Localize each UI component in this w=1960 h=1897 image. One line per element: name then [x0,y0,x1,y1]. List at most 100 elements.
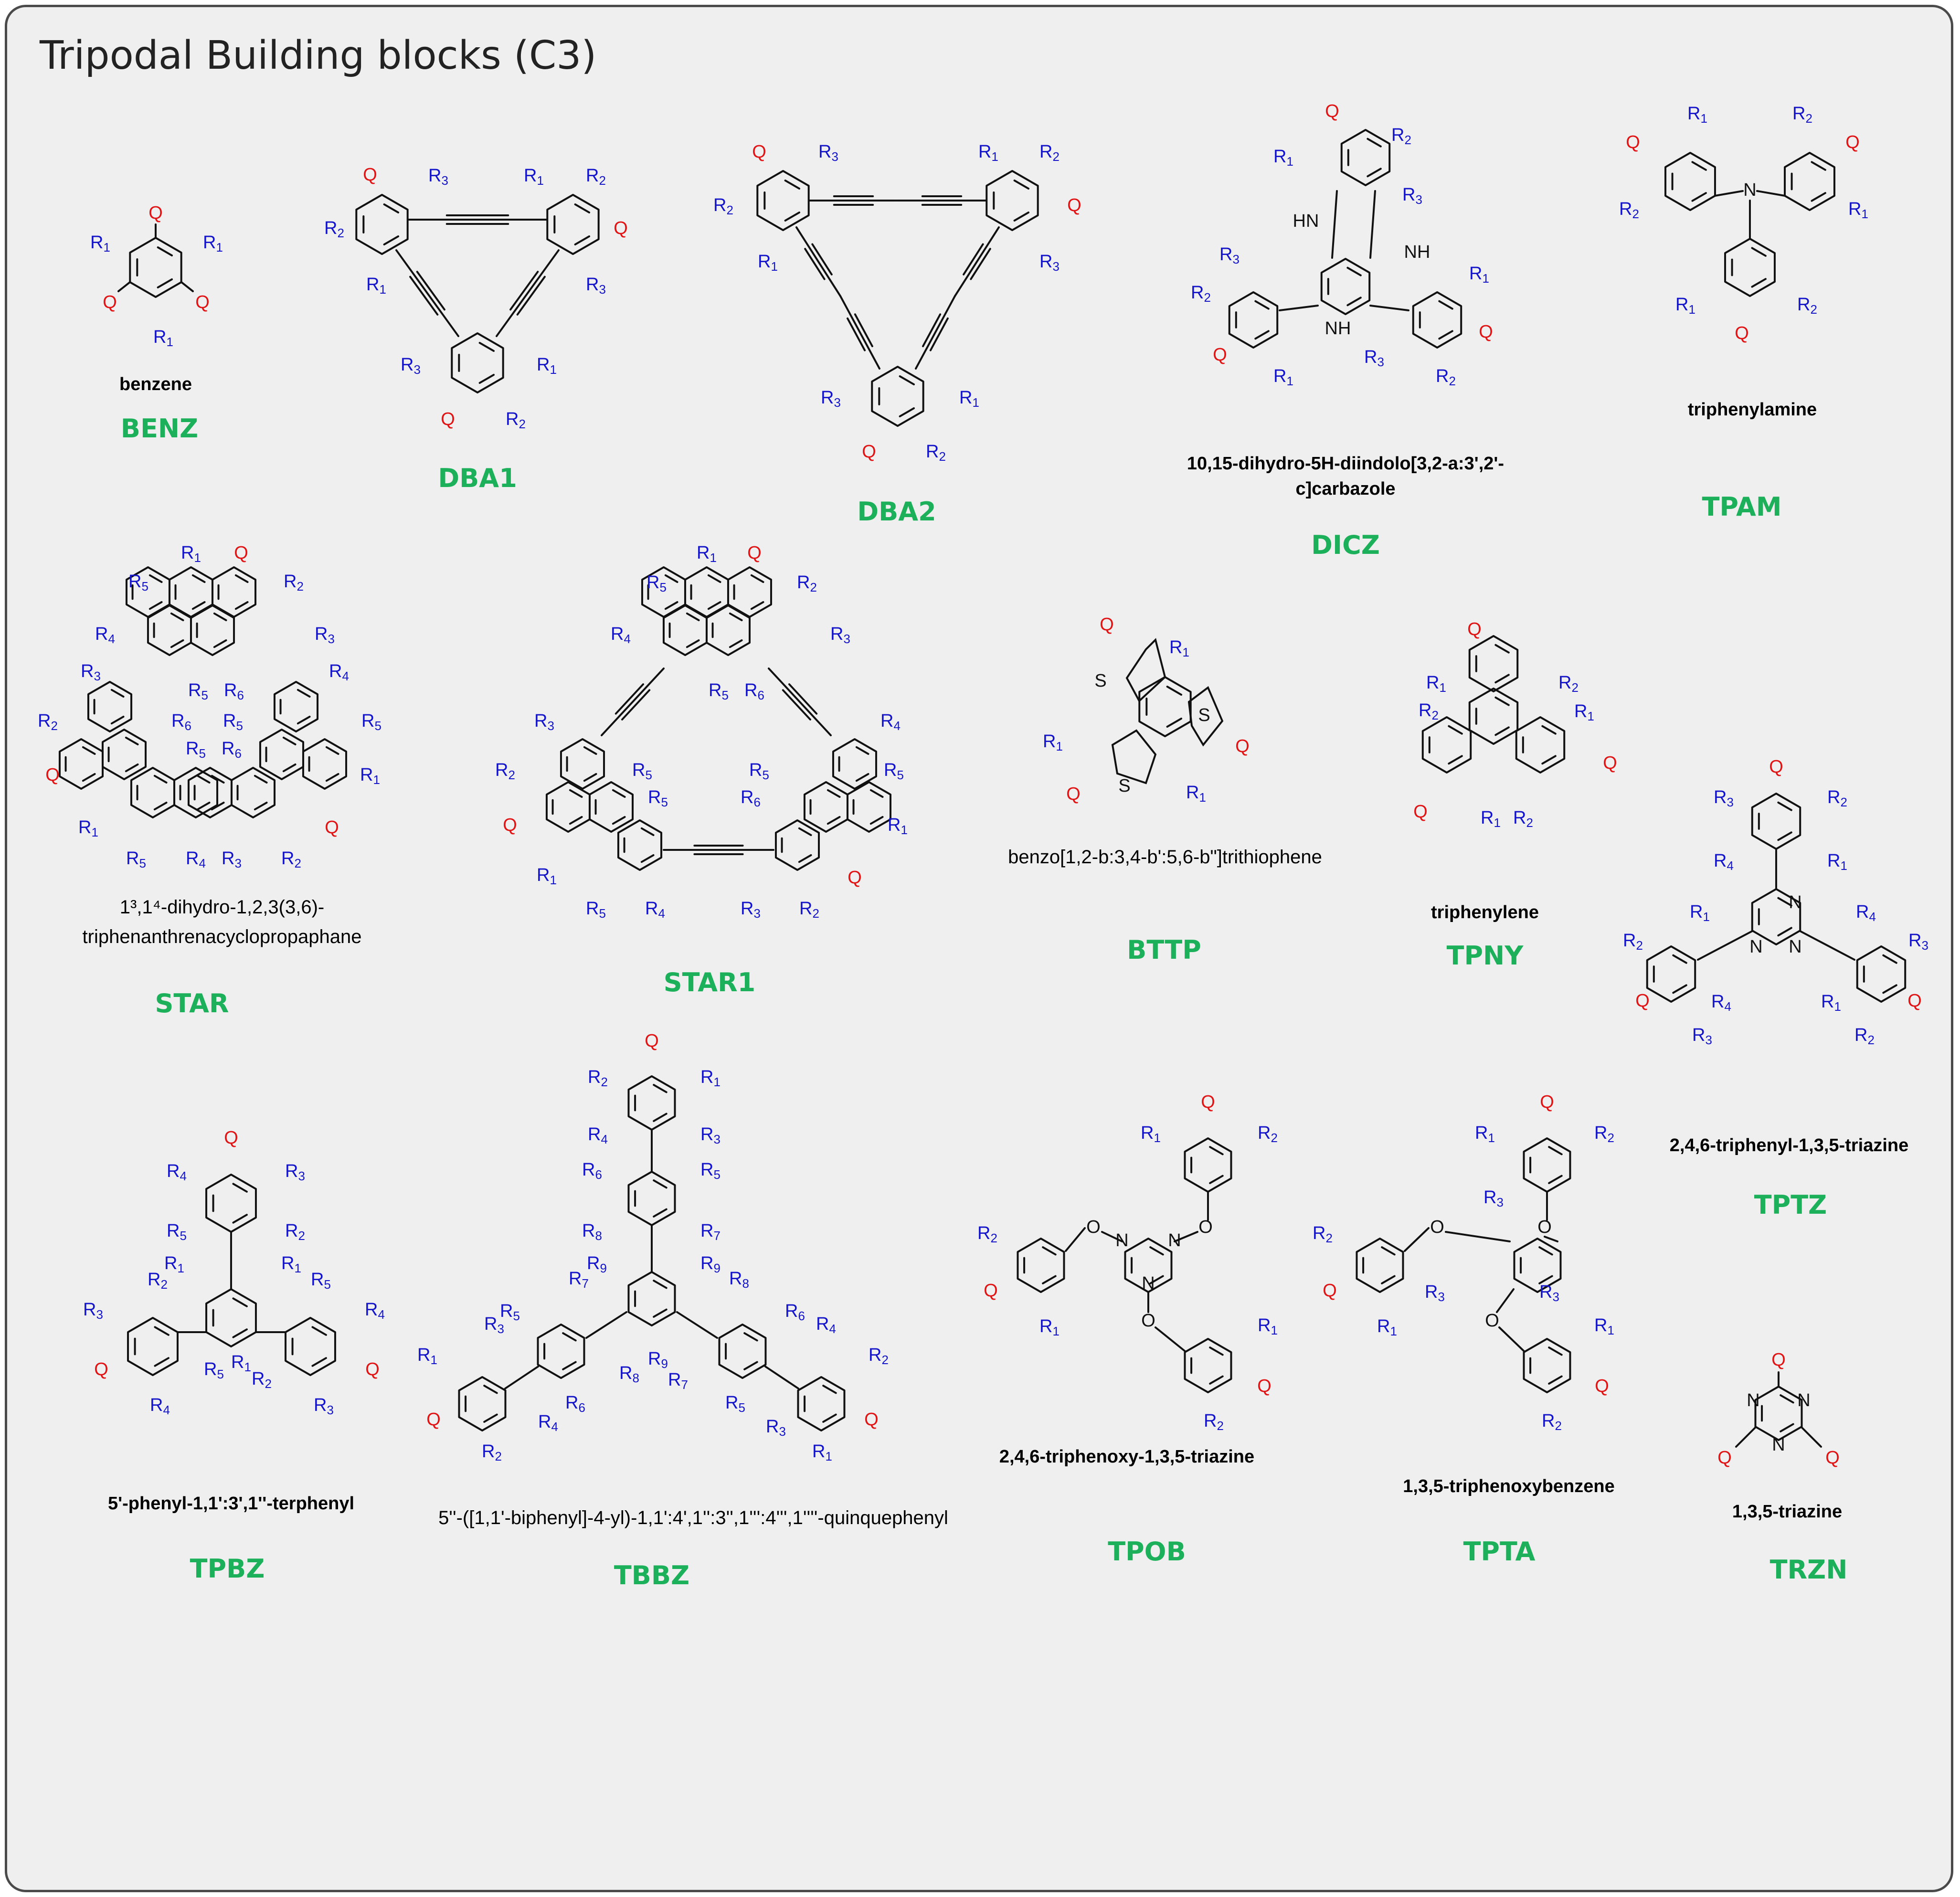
tpny-name: triphenylene [1431,902,1539,922]
atom-label-r3: R3 [1364,347,1384,369]
q-group-label: Q [862,442,876,462]
q-group-label: Q [864,1410,879,1430]
benz-name: benzene [119,374,192,394]
atom-label-r1: R1 [1039,1316,1059,1338]
dicz-name-line2: c]carbazole [1295,479,1396,499]
atom-label-r1: R1 [888,815,908,837]
tptz-name: 2,4,6-triphenyl-1,3,5-triazine [1669,1135,1909,1155]
atom-label-r9: R9 [648,1349,668,1371]
atom-label-r3: R3 [1714,787,1734,809]
atom-label-r5: R5 [749,760,769,782]
atom-label-r2: R2 [1191,283,1211,305]
atom-label-r2: R2 [799,899,819,921]
heteroatom-label: N [1743,180,1756,200]
tbbz-name: 5''-([1,1'-biphenyl]-4-yl)-1,1':4',1'':3… [438,1507,948,1528]
atom-label-r6: R6 [171,711,191,733]
q-group-label: Q [1100,615,1114,635]
heteroatom-label: NH [1325,318,1351,339]
q-group-label: Q [1845,132,1860,152]
atom-label-r5: R5 [709,680,729,702]
atom-label-r2: R2 [1797,295,1817,317]
atom-label-r2: R2 [1039,142,1059,164]
atom-label-r1: R1 [1186,783,1206,805]
dba2-code: DBA2 [857,497,936,527]
atom-label-r3: R3 [1908,931,1928,953]
atom-label-r6: R6 [741,787,761,809]
atom-label-r4: R4 [816,1314,836,1336]
q-group-label: Q [426,1410,441,1430]
dba2-structure: Q R3 R2 R1 R1 R2 Q R3 R3 R1 Q R2 [713,142,1081,464]
atom-label-r2: R2 [797,572,817,594]
atom-label-r1: R1 [1687,104,1707,126]
atom-label-r2: R2 [926,442,946,464]
heteroatom-label: N [1789,937,1801,957]
q-group-label: Q [1735,323,1749,343]
atom-label-r4: R4 [611,624,631,646]
q-group-label: Q [1626,132,1640,152]
atom-label-r6: R6 [744,680,764,702]
atom-label-r3: R3 [222,848,242,870]
atom-label-r1: R1 [1258,1315,1278,1337]
atom-label-r3: R3 [821,388,841,410]
atom-label-r1: R1 [1273,366,1293,388]
atom-label-r9: R9 [587,1253,607,1275]
atom-label-r2: R2 [1436,366,1456,388]
atom-label-r5: R5 [500,1301,520,1323]
atom-label-r2: R2 [588,1067,608,1089]
atom-label-r3: R3 [1483,1187,1504,1209]
q-group-label: Q [325,817,339,837]
atom-label-r2: R2 [1854,1025,1875,1047]
dicz-structure: HN NH NH Q R2 R1 R3 R3 R2 Q R1 R1 Q R3 R2 [1191,101,1493,388]
atom-label-r4: R4 [1856,902,1876,924]
atom-label-r6: R6 [582,1160,602,1182]
atom-label-r9: R9 [700,1253,720,1275]
atom-label-r7: R7 [569,1269,589,1291]
atom-label-r3: R3 [484,1314,504,1336]
atom-label-r5: R5 [361,711,381,733]
atom-label-r6: R6 [565,1393,585,1415]
atom-label-r3: R3 [428,166,448,188]
dba1-structure: Q R3 R2 R1 R1 R2 Q R3 R3 R1 Q R2 [324,165,628,431]
atom-label-r1: R1 [1169,637,1189,659]
heteroatom-label: N [1115,1230,1128,1251]
atom-label-r1: R1 [758,252,778,274]
atom-label-r1: R1 [417,1345,437,1367]
atom-label-r5: R5 [167,1221,187,1243]
figure-title: Tripodal Building blocks (C3) [40,33,597,78]
atom-label-r2: R2 [586,166,606,188]
atom-label-r3: R3 [1039,252,1059,274]
benz-structure: Q Q Q R1 R1 R1 [90,203,223,349]
heteroatom-label: NH [1404,242,1430,262]
atom-label-r3: R3 [534,711,554,733]
atom-label-r5: R5 [586,899,606,921]
atom-label-r2: R2 [1419,700,1439,722]
tptz-structure: N N N Q R3 R2 R4 R1 R1 R4 R2 R3 Q R4 R1 Q R3 R2 [1623,757,1928,1047]
bttp-code: BTTP [1127,935,1201,965]
atom-label-r1: R1 [1043,731,1063,753]
q-group-label: Q [1540,1092,1554,1112]
atom-label-r1: R1 [1594,1315,1614,1337]
q-group-label: Q [645,1031,659,1051]
atom-label-r3: R3 [1402,185,1422,207]
atom-label-r1: R1 [1426,673,1446,695]
q-group-label: Q [752,142,766,162]
atom-label-r3: R3 [766,1417,786,1439]
atom-label-r3: R3 [314,1395,334,1417]
atom-label-r1: R1 [78,817,98,839]
atom-label-r5: R5 [128,572,148,593]
atom-label-r4: R4 [588,1124,608,1146]
atom-label-r1: R1 [366,275,386,297]
q-group-label: Q [1479,322,1493,342]
atom-label-r2: R2 [1558,673,1579,695]
heteroatom-label: O [1086,1217,1101,1237]
dicz-name-line1: 10,15-dihydro-5H-diindolo[3,2-a:3',2'- [1187,454,1504,474]
atom-label-r5: R5 [126,848,146,870]
atom-label-r1: R1 [1141,1123,1161,1145]
star-structure: R1 Q R5 R2 R4 R3 R5 R6 R3 R4 R2 R6 R5 R5 Q R5 R6 R1 R1 R5 R4… [38,543,381,870]
atom-label-r2: R2 [977,1223,997,1245]
atom-label-r2: R2 [495,760,515,782]
q-group-label: Q [614,218,628,238]
